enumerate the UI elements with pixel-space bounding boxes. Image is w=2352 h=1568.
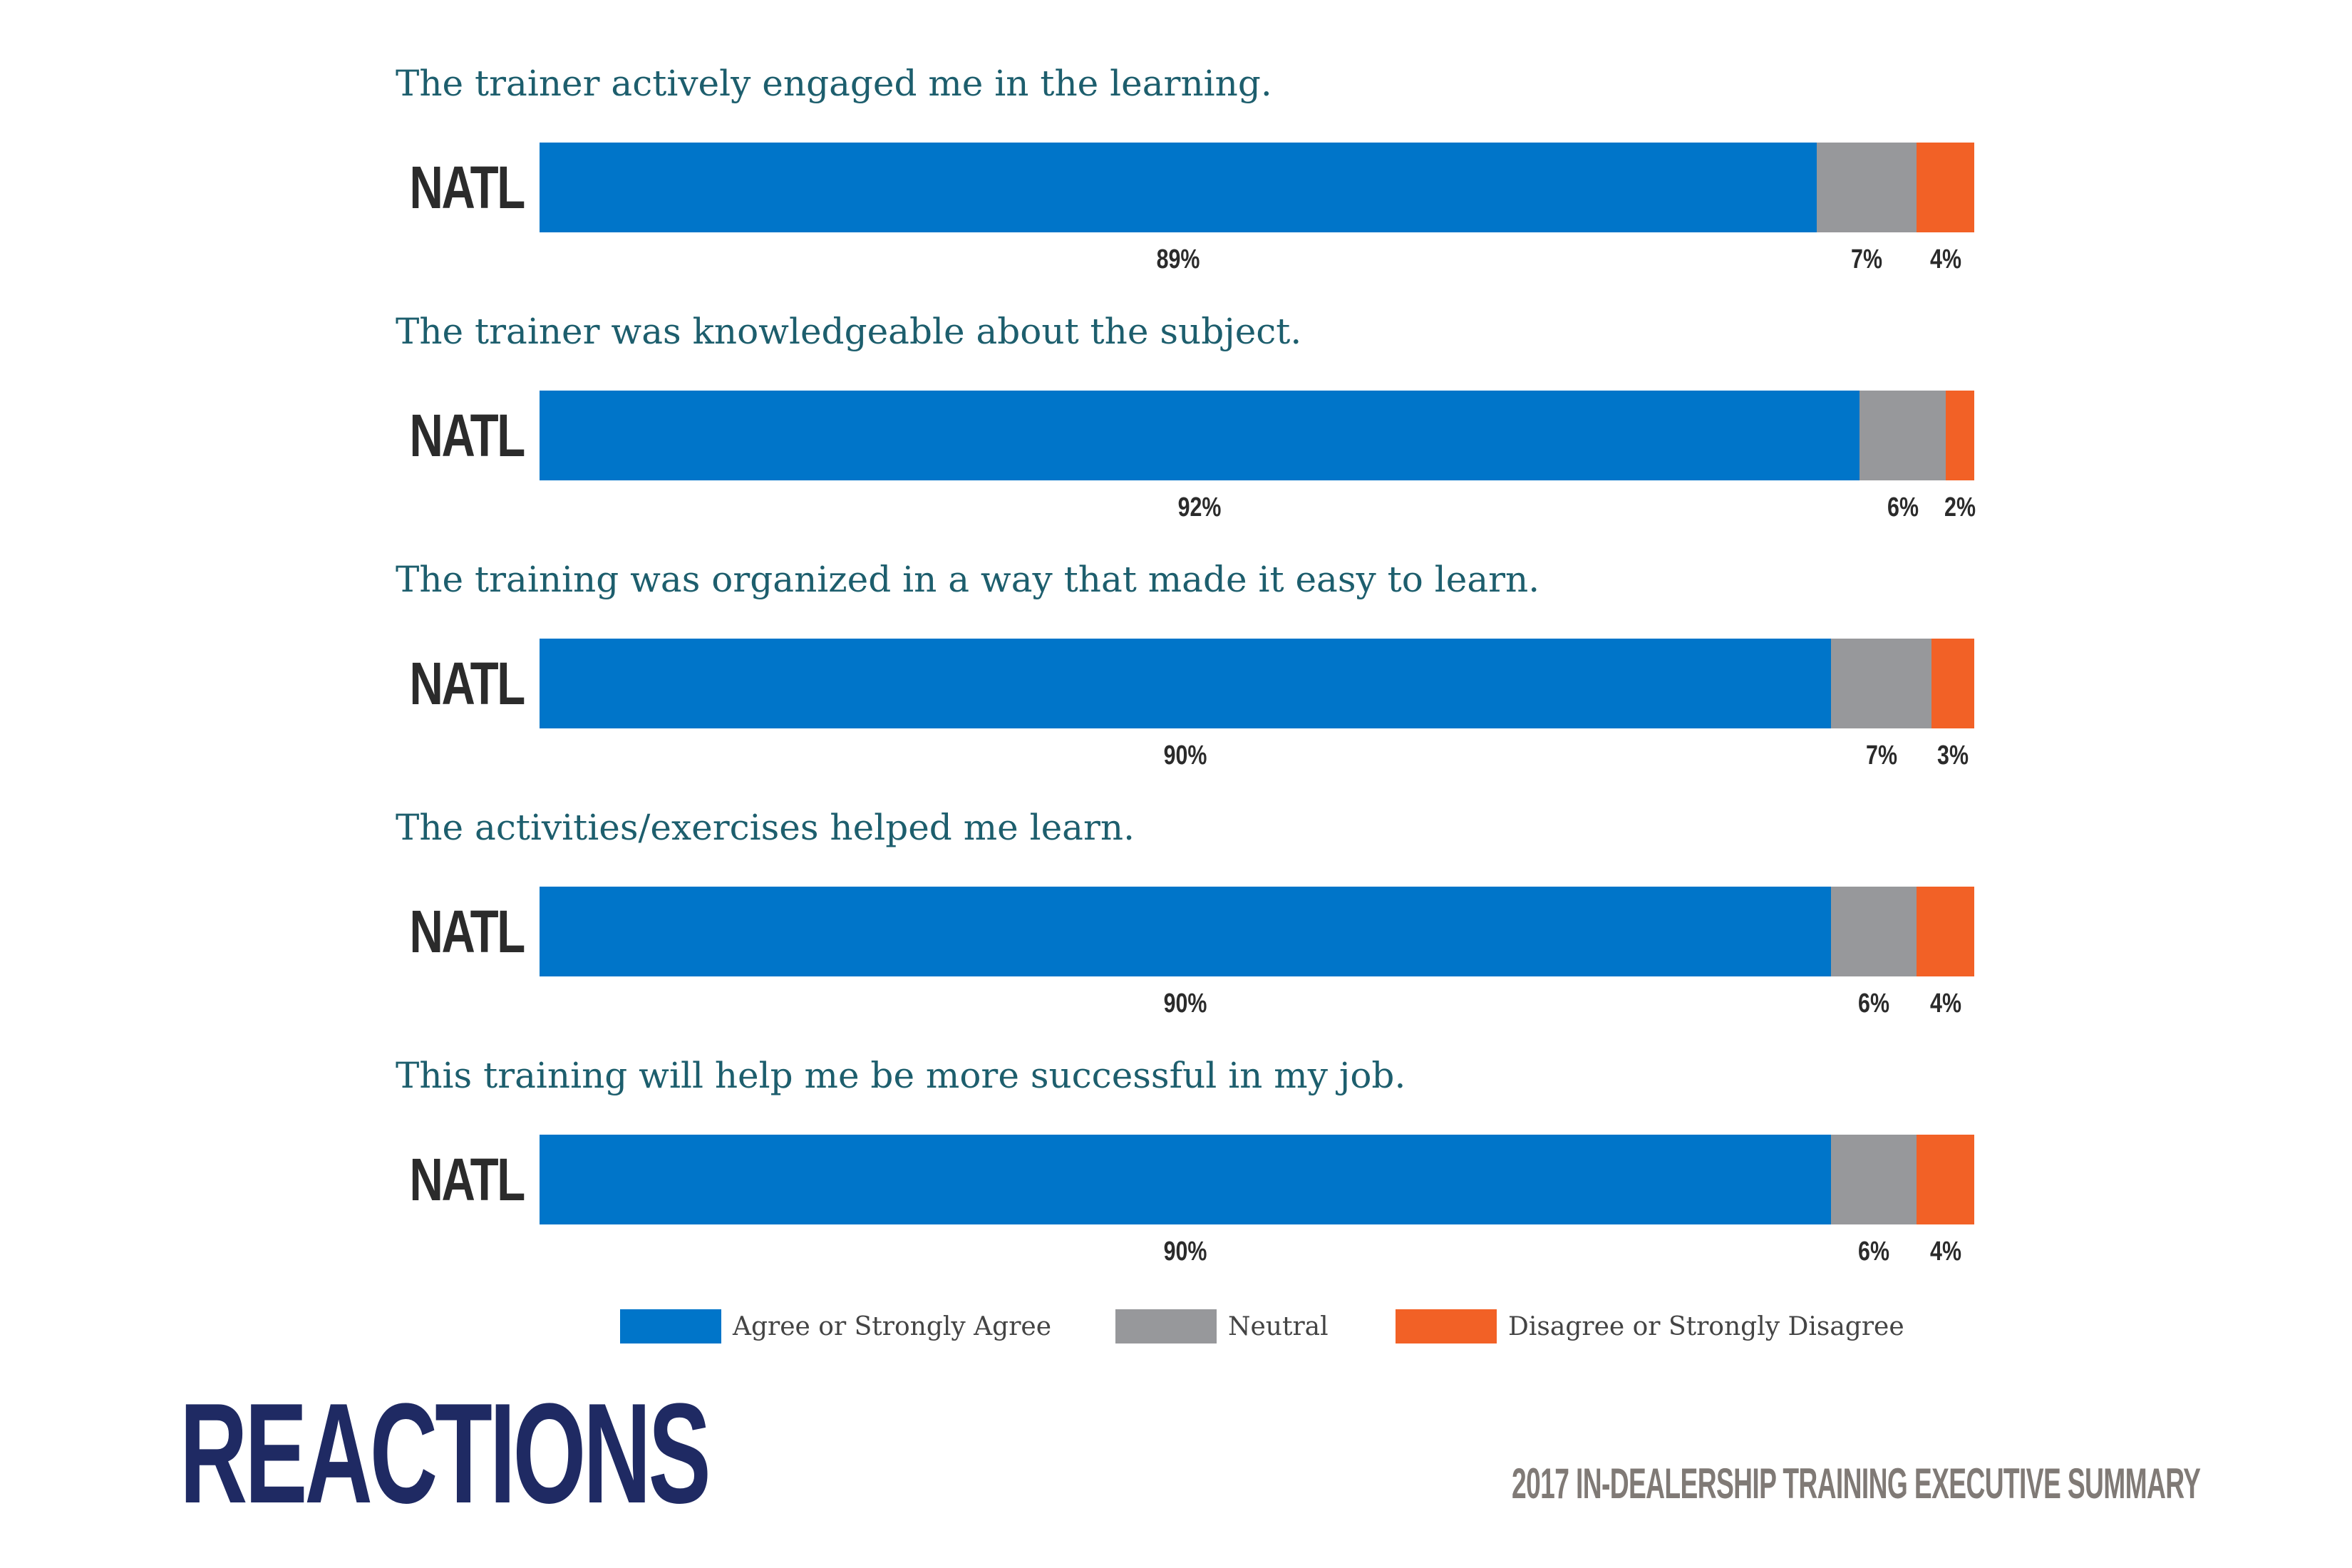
bar-segment-neutral (1831, 639, 1931, 728)
data-label-neutral: 6% (1858, 989, 1889, 1018)
bar-segment-disagree (1931, 639, 1974, 728)
legend-swatch-neutral (1115, 1309, 1217, 1343)
bar-segment-disagree (1946, 391, 1974, 480)
bar-segment-disagree (1917, 143, 1974, 232)
bar-segment-neutral (1817, 143, 1917, 232)
data-label-agree: 89% (1156, 244, 1200, 274)
data-label-neutral: 7% (1851, 244, 1882, 274)
row-label-natl: NATL (409, 649, 526, 717)
row-label-natl: NATL (409, 153, 526, 221)
bar-segment-agree (540, 887, 1831, 976)
data-label-disagree: 4% (1929, 1237, 1961, 1267)
data-label-disagree: 4% (1929, 244, 1961, 274)
bar-segment-neutral (1831, 887, 1917, 976)
row-label-natl: NATL (409, 1145, 526, 1213)
legend-label-agree: Agree or Strongly Agree (733, 1311, 1052, 1341)
bar-segment-neutral (1860, 391, 1946, 480)
legend-label-disagree: Disagree or Strongly Disagree (1508, 1311, 1904, 1341)
legend-label-neutral: Neutral (1228, 1311, 1329, 1341)
data-label-neutral: 6% (1887, 492, 1919, 522)
bar-segment-neutral (1831, 1135, 1917, 1224)
stacked-bar (540, 639, 1974, 728)
question-text: The trainer actively engaged me in the l… (396, 63, 1272, 104)
legend-swatch-agree (620, 1309, 721, 1343)
data-label-agree: 90% (1163, 989, 1207, 1018)
bar-segment-agree (540, 391, 1860, 480)
bar-segment-agree (540, 1135, 1831, 1224)
question-text: The training was organized in a way that… (396, 559, 1540, 600)
stacked-bar (540, 887, 1974, 976)
section-title: REACTIONS (180, 1374, 711, 1533)
row-label-natl: NATL (409, 897, 526, 965)
question-text: The activities/exercises helped me learn… (396, 807, 1135, 848)
data-label-agree: 92% (1177, 492, 1222, 522)
data-label-agree: 90% (1163, 1237, 1207, 1267)
data-label-disagree: 2% (1944, 492, 1976, 522)
data-label-disagree: 4% (1929, 989, 1961, 1018)
bar-segment-agree (540, 639, 1831, 728)
legend-item-neutral: Neutral (1115, 1309, 1329, 1343)
stacked-bar (540, 143, 1974, 232)
stacked-bar (540, 1135, 1974, 1224)
data-label-disagree: 3% (1937, 741, 1969, 770)
legend-item-agree: Agree or Strongly Agree (620, 1309, 1051, 1343)
row-label-natl: NATL (409, 401, 526, 469)
question-text: This training will help me be more succe… (396, 1055, 1406, 1096)
question-text: The trainer was knowledgeable about the … (396, 311, 1302, 352)
bar-segment-disagree (1917, 1135, 1974, 1224)
bar-segment-agree (540, 143, 1817, 232)
data-label-agree: 90% (1163, 741, 1207, 770)
data-label-neutral: 6% (1858, 1237, 1889, 1267)
chart-legend: Agree or Strongly Agree Neutral Disagree… (620, 1309, 2046, 1343)
report-subtitle: 2017 IN-DEALERSHIP TRAINING EXECUTIVE SU… (1512, 1460, 2201, 1507)
stacked-bar (540, 391, 1974, 480)
legend-swatch-disagree (1396, 1309, 1497, 1343)
data-label-neutral: 7% (1865, 741, 1897, 770)
bar-segment-disagree (1917, 887, 1974, 976)
legend-item-disagree: Disagree or Strongly Disagree (1396, 1309, 1904, 1343)
